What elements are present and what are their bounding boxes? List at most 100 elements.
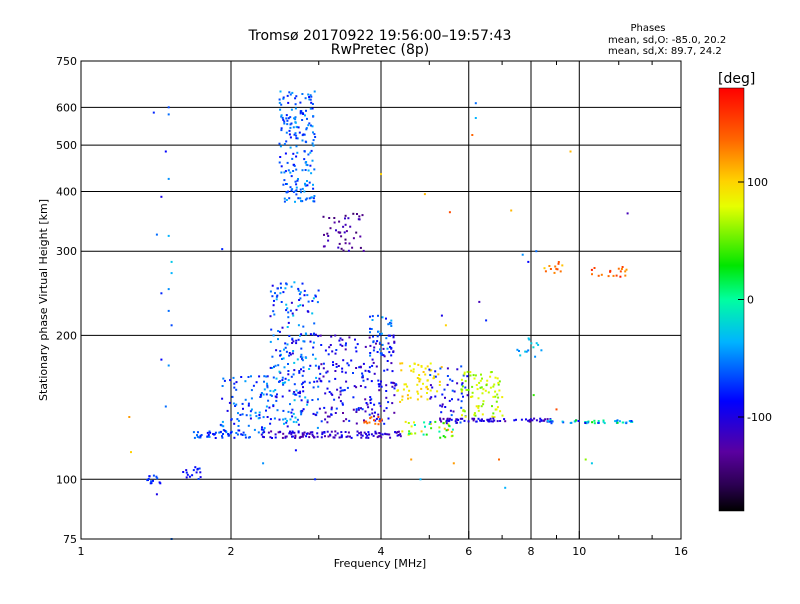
data-point: [275, 295, 278, 298]
data-point: [341, 338, 344, 341]
data-point: [302, 408, 305, 411]
data-point: [159, 482, 162, 485]
data-point: [460, 400, 463, 403]
data-point: [269, 394, 272, 396]
data-point: [254, 411, 257, 414]
data-point: [263, 427, 266, 430]
data-point: [323, 431, 326, 434]
data-point: [312, 353, 314, 356]
data-point: [549, 419, 552, 422]
data-point: [478, 381, 481, 384]
data-point: [554, 265, 557, 268]
data-point: [299, 291, 302, 294]
data-point: [198, 436, 201, 439]
data-point: [314, 413, 317, 416]
data-point: [355, 408, 358, 411]
data-point: [597, 421, 600, 424]
data-point: [393, 387, 396, 390]
x-axis-label: Frequency [MHz]: [334, 557, 426, 570]
data-point: [295, 134, 298, 137]
data-point: [345, 380, 348, 383]
data-point: [368, 413, 371, 416]
data-point: [346, 435, 349, 438]
data-point: [261, 426, 263, 429]
phase-info-heading: Phases: [630, 23, 665, 34]
data-point: [452, 410, 455, 413]
data-point: [297, 324, 300, 327]
data-point: [237, 412, 239, 415]
data-point: [185, 471, 188, 474]
data-point: [491, 420, 494, 423]
data-point: [341, 367, 344, 370]
data-point: [555, 267, 558, 270]
data-point: [324, 418, 327, 421]
data-point: [351, 246, 354, 249]
data-point: [332, 364, 335, 366]
data-point: [422, 382, 424, 385]
data-point: [366, 434, 369, 437]
data-point: [553, 271, 556, 274]
data-point: [263, 388, 266, 391]
data-point: [322, 375, 325, 378]
data-point: [222, 425, 225, 428]
data-point: [233, 422, 236, 425]
data-point: [451, 398, 453, 401]
data-point: [397, 389, 400, 392]
data-point: [549, 268, 552, 270]
data-point: [444, 324, 447, 327]
data-point: [355, 231, 358, 234]
data-point: [242, 431, 245, 434]
data-point: [521, 253, 524, 256]
data-point: [619, 270, 622, 273]
data-point: [160, 358, 163, 361]
data-point: [467, 420, 470, 423]
data-point: [322, 362, 325, 365]
data-point: [438, 430, 441, 433]
data-point: [221, 420, 224, 423]
data-point: [408, 365, 411, 368]
data-point: [445, 419, 448, 422]
data-point: [320, 420, 323, 423]
data-point: [279, 371, 282, 374]
data-point: [602, 419, 605, 422]
data-point: [419, 378, 422, 381]
data-point: [295, 421, 298, 424]
data-point: [280, 127, 283, 130]
data-point: [361, 434, 364, 437]
data-point: [280, 286, 282, 289]
data-point: [387, 401, 390, 404]
data-point: [301, 374, 304, 377]
data-point: [283, 422, 285, 425]
data-point: [278, 98, 281, 101]
data-point: [289, 353, 292, 356]
data-point: [341, 402, 344, 405]
data-point: [424, 425, 426, 428]
data-point: [303, 431, 306, 434]
data-point: [294, 132, 297, 135]
data-point: [392, 350, 395, 353]
data-point: [358, 432, 361, 435]
data-point: [319, 372, 322, 375]
data-point: [334, 352, 337, 355]
data-point: [278, 161, 281, 164]
data-point: [510, 209, 513, 212]
data-point: [303, 294, 306, 297]
data-point: [440, 420, 443, 423]
data-point: [289, 136, 292, 139]
data-point: [284, 377, 287, 380]
data-point: [289, 186, 292, 189]
data-point: [221, 436, 224, 439]
data-point: [311, 107, 314, 110]
data-point: [311, 142, 314, 145]
data-point: [385, 390, 388, 392]
data-point: [301, 359, 304, 362]
data-point: [277, 330, 280, 332]
data-point: [393, 411, 396, 414]
data-point: [340, 235, 343, 238]
data-point: [287, 363, 289, 365]
data-point: [602, 420, 605, 423]
data-point: [164, 150, 167, 153]
data-point: [302, 390, 305, 393]
data-point: [330, 392, 333, 395]
data-point: [311, 312, 314, 315]
